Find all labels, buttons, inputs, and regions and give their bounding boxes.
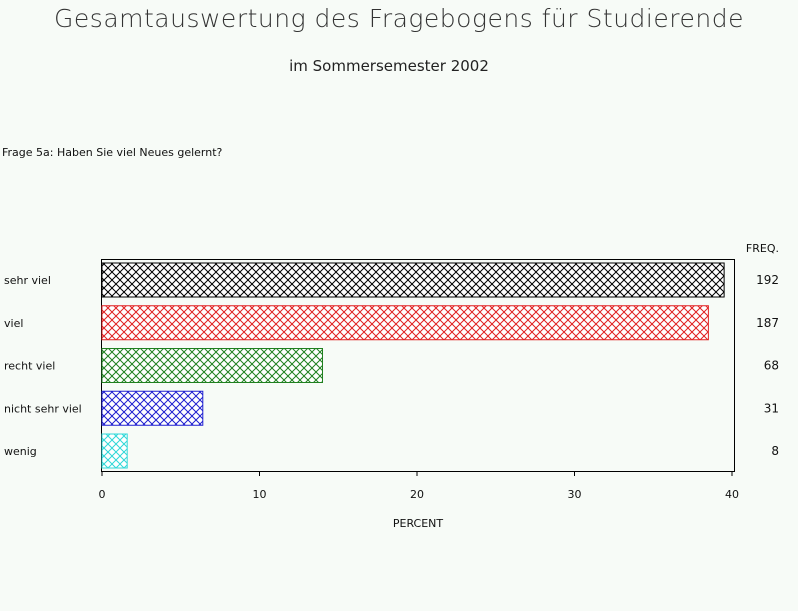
freq-value-nicht-sehr-viel: 31 [764,401,779,415]
x-tick-label-20: 20 [410,488,424,501]
chart-title: Gesamtauswertung des Fragebogens für Stu… [54,4,744,33]
x-tick-label-30: 30 [568,488,582,501]
freq-value-viel: 187 [756,316,779,330]
bar-sehr-viel [101,262,725,298]
x-axis-label: PERCENT [393,517,444,530]
x-tick-label-40: 40 [725,488,739,501]
freq-value-wenig: 8 [771,444,779,458]
x-tick-label-10: 10 [253,488,267,501]
category-label-recht-viel: recht viel [4,360,55,373]
category-label-nicht-sehr-viel: nicht sehr viel [4,402,82,415]
bar-recht-viel [101,348,323,383]
freq-value-sehr-viel: 192 [756,273,779,287]
freq-header: FREQ. [746,242,779,255]
question-label: Frage 5a: Haben Sie viel Neues gelernt? [2,146,223,159]
category-label-viel: viel [4,317,23,330]
chart-subtitle: im Sommersemester 2002 [289,57,489,75]
bar-wenig [101,433,128,469]
freq-value-recht-viel: 68 [764,359,779,373]
category-label-wenig: wenig [4,445,37,458]
bar-viel [101,305,709,341]
x-tick-label-0: 0 [99,488,106,501]
bar-nicht-sehr-viel [101,390,204,426]
category-label-sehr-viel: sehr viel [4,274,51,287]
